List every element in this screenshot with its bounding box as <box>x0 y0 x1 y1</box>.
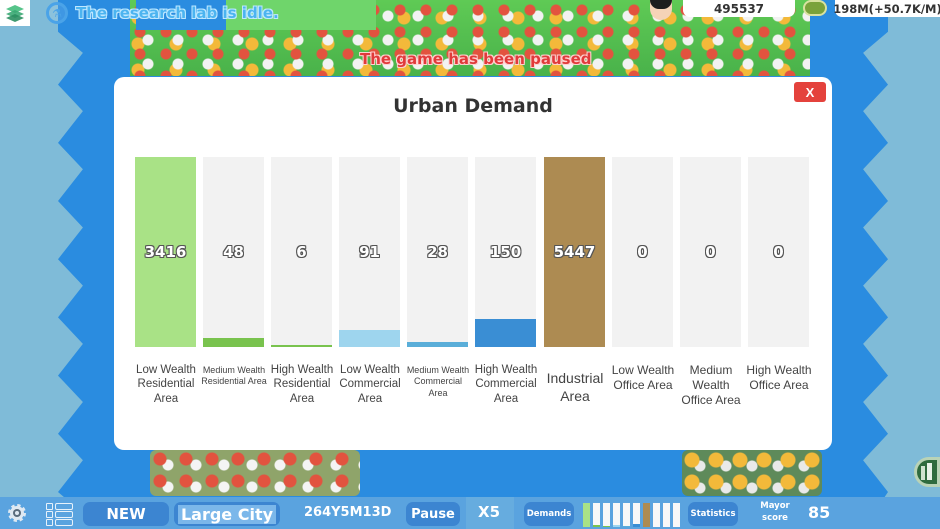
mini-fill <box>623 526 630 527</box>
mayor-score-value: 85 <box>808 503 831 522</box>
bar-label: Low Wealth Commercial Area <box>339 364 401 405</box>
bar-value: 28 <box>427 243 448 261</box>
bar-value: 6 <box>296 243 307 261</box>
city-name-field[interactable]: Large City <box>174 502 280 526</box>
mini-fill <box>593 525 600 527</box>
demand-chart: 3416 48 6 91 28 150 5447 0 <box>135 157 815 350</box>
bar-fill <box>271 345 332 347</box>
dialog-title: Urban Demand <box>393 95 553 117</box>
demand-bar: 0 <box>680 157 741 347</box>
bar-label: High Wealth Office Area <box>746 363 812 392</box>
game-date: 264Y5M13D <box>304 505 392 520</box>
bar-label: Low Wealth Residential Area <box>136 364 196 405</box>
city-name-text: Large City <box>177 504 277 524</box>
list-icon <box>46 503 73 510</box>
bar-value: 150 <box>489 243 522 261</box>
mini-fill <box>613 525 620 527</box>
mini-demand-bar <box>623 503 630 527</box>
city-land-bottom-left <box>150 450 360 496</box>
list-icon <box>46 519 73 526</box>
city-land-bottom-right <box>682 450 822 496</box>
demand-bar: 3416 <box>135 157 196 347</box>
mini-demand-bar <box>673 503 680 527</box>
demands-button[interactable]: Demands <box>524 502 574 526</box>
bar-fill <box>475 319 536 347</box>
city-view-button[interactable] <box>914 457 940 487</box>
mini-demand-bar <box>583 503 590 527</box>
menu-list-button[interactable] <box>46 503 73 526</box>
land-edge <box>136 0 376 30</box>
urban-demand-dialog: Urban Demand X 3416 48 6 91 28 150 544 <box>114 77 832 450</box>
bar-value: 5447 <box>553 243 596 261</box>
gear-icon <box>8 504 26 522</box>
mini-demand-chart[interactable] <box>583 503 681 527</box>
money-display: 198M(+50.7K/M) <box>833 0 940 17</box>
bar-value: 0 <box>773 243 784 261</box>
demand-bar: 5447 <box>544 157 605 347</box>
demand-bar: 150 <box>475 157 536 347</box>
research-status[interactable]: ⚗ The research lab is idle. <box>46 2 279 24</box>
bar-label: Medium Wealth Residential Area <box>201 365 267 387</box>
mini-demand-bar <box>613 503 620 527</box>
mini-fill <box>633 524 640 527</box>
bar-label: Medium Wealth Office Area <box>681 363 741 407</box>
mini-demand-bar <box>633 503 640 527</box>
building-icon <box>921 463 932 480</box>
research-status-text: The research lab is idle. <box>76 4 279 22</box>
mini-demand-bar <box>643 503 650 527</box>
mini-demand-bar <box>653 503 660 527</box>
bar-value: 3416 <box>144 243 187 261</box>
bar-value: 91 <box>359 243 380 261</box>
demand-bar: 28 <box>407 157 468 347</box>
layers-icon <box>6 5 24 22</box>
research-flask-icon: ⚗ <box>46 2 68 24</box>
close-button[interactable]: X <box>794 82 826 102</box>
money-icon <box>803 0 827 16</box>
population-value: 495537 <box>713 1 765 16</box>
mini-fill <box>603 526 610 527</box>
bar-label: High Wealth Residential Area <box>270 364 334 405</box>
bar-label: High Wealth Commercial Area <box>474 364 538 405</box>
money-value: 198M(+50.7K/M) <box>833 1 940 16</box>
bar-value: 0 <box>637 243 648 261</box>
bar-fill <box>407 342 468 347</box>
bottom-toolbar: NEW Large City 264Y5M13D Pause X5 Demand… <box>0 497 940 529</box>
bar-label: Industrial Area <box>546 370 604 404</box>
demand-bar: 48 <box>203 157 264 347</box>
settings-button[interactable] <box>6 502 28 524</box>
population-display: 495537 <box>683 0 795 17</box>
bar-fill <box>544 157 605 347</box>
speed-button[interactable] <box>466 497 514 529</box>
demand-bar: 6 <box>271 157 332 347</box>
bar-fill <box>203 338 264 347</box>
bar-value: 0 <box>705 243 716 261</box>
bar-label: Low Wealth Office Area <box>611 363 675 392</box>
mayor-avatar-icon[interactable] <box>650 0 672 20</box>
mini-demand-bar <box>593 503 600 527</box>
bar-fill <box>339 330 400 347</box>
statistics-button[interactable]: Statistics <box>688 502 738 526</box>
new-button[interactable]: NEW <box>83 502 169 526</box>
bar-fill <box>135 157 196 347</box>
mini-fill <box>583 503 590 527</box>
demand-bar: 0 <box>748 157 809 347</box>
pause-notice: The game has been paused <box>360 50 592 68</box>
mini-demand-bar <box>663 503 670 527</box>
speed-value: X5 <box>478 503 501 521</box>
layers-button[interactable] <box>0 0 30 26</box>
demand-bar: 0 <box>612 157 673 347</box>
pause-button[interactable]: Pause <box>406 502 460 526</box>
demand-bar: 91 <box>339 157 400 347</box>
list-icon <box>46 511 73 518</box>
bar-value: 48 <box>223 243 244 261</box>
mayor-score-label: Mayor score <box>760 501 790 524</box>
mini-demand-bar <box>603 503 610 527</box>
mini-fill <box>643 503 650 527</box>
bar-label: Medium Wealth Commercial Area <box>406 365 470 398</box>
